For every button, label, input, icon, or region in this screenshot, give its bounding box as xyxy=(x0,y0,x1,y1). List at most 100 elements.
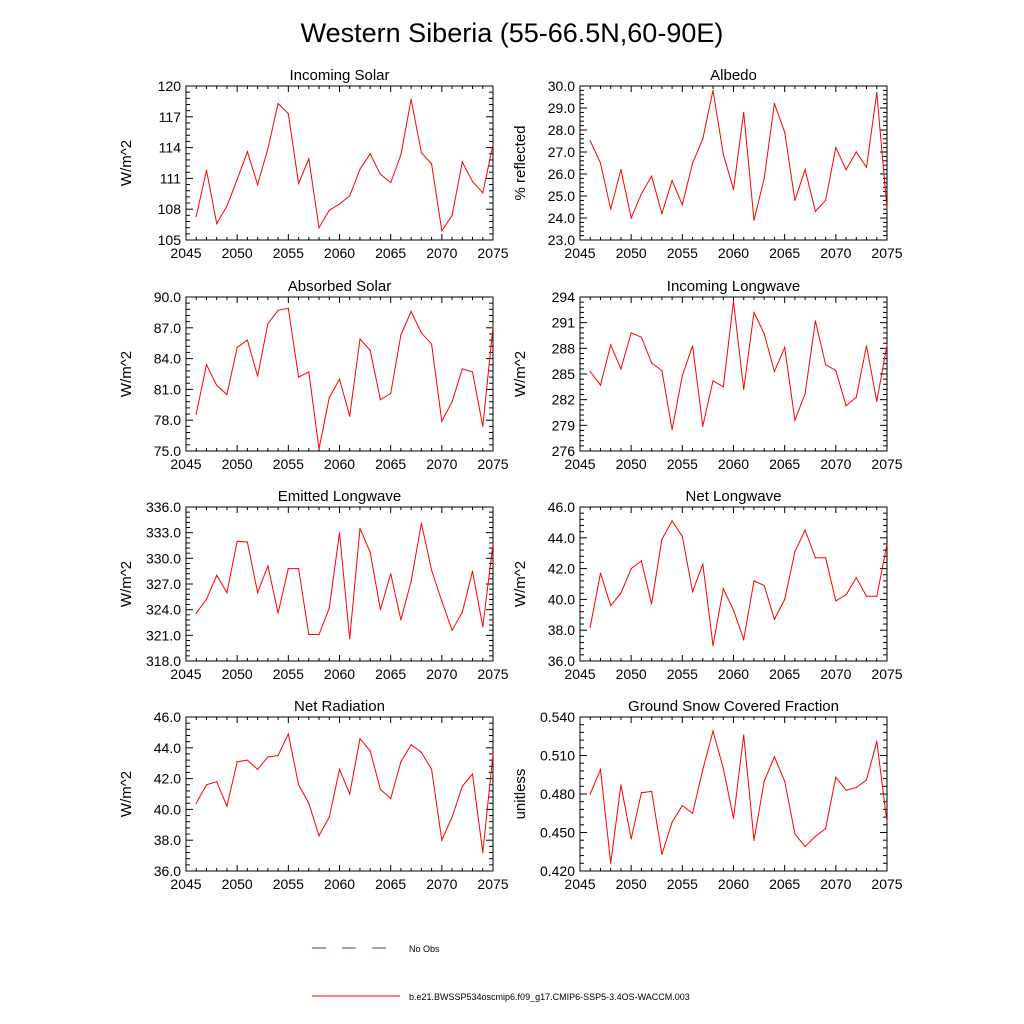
data-point xyxy=(825,364,827,366)
data-point xyxy=(763,780,765,782)
data-point xyxy=(451,401,453,403)
data-point xyxy=(379,173,381,175)
data-point xyxy=(216,223,218,225)
data-point xyxy=(702,425,704,427)
data-point xyxy=(784,131,786,133)
data-point xyxy=(835,370,837,372)
data-point xyxy=(195,215,197,217)
data-point xyxy=(451,629,453,631)
y-tick-label: 24.0 xyxy=(548,210,575,226)
panel-emitted-longwave: Emitted Longwave W/m^2 2045 2050 2055 2060 206… xyxy=(118,488,509,682)
data-point xyxy=(359,738,361,740)
data-point xyxy=(349,195,351,197)
data-point xyxy=(814,320,817,322)
x-tick-label: 2075 xyxy=(871,876,902,892)
data-point xyxy=(420,152,422,154)
data-point xyxy=(492,753,494,755)
y-tick-label: 117 xyxy=(159,109,182,125)
data-point xyxy=(267,148,269,150)
data-point xyxy=(318,448,320,450)
x-tick-label: 2050 xyxy=(222,876,253,892)
data-point xyxy=(369,750,371,752)
data-point xyxy=(482,192,484,194)
y-tick-label: 321.0 xyxy=(146,627,181,643)
x-tick-label: 2050 xyxy=(616,666,647,682)
data-point xyxy=(246,151,248,153)
x-tick-label: 2055 xyxy=(667,666,698,682)
data-point xyxy=(287,733,289,735)
data-point xyxy=(681,375,683,377)
data-point xyxy=(492,543,494,545)
data-point xyxy=(886,821,888,823)
data-point xyxy=(236,761,238,763)
data-point xyxy=(640,336,643,338)
data-point xyxy=(318,835,320,837)
x-tick-label: 2065 xyxy=(769,666,800,682)
y-tick-label: 108 xyxy=(158,201,182,217)
data-point xyxy=(482,626,484,628)
data-point xyxy=(431,163,433,165)
panel-title: Net Longwave xyxy=(686,488,782,505)
panel-title: Net Radiation xyxy=(294,698,385,715)
panel-title: Ground Snow Covered Fraction xyxy=(628,698,839,715)
data-point xyxy=(277,612,279,614)
panel-title: Albedo xyxy=(710,67,757,84)
data-point xyxy=(216,781,218,783)
data-point xyxy=(379,609,381,611)
data-point xyxy=(835,600,837,602)
y-tick-label: 40.0 xyxy=(548,591,575,607)
plot-frame xyxy=(579,85,888,241)
y-tick-label: 36.0 xyxy=(548,653,575,669)
data-point xyxy=(257,592,259,594)
plot-frame xyxy=(185,296,494,452)
y-tick-label: 114 xyxy=(159,140,182,156)
data-point xyxy=(287,568,289,570)
y-tick-label: 78.0 xyxy=(154,412,181,428)
data-point xyxy=(692,812,694,814)
data-point xyxy=(205,169,208,171)
data-point xyxy=(732,817,735,820)
data-point xyxy=(400,761,402,763)
data-point xyxy=(732,609,735,611)
y-tick-label: 28.0 xyxy=(548,122,575,138)
data-point xyxy=(661,213,663,215)
y-tick-label: 30.0 xyxy=(548,78,575,94)
y-tick-label: 75.0 xyxy=(154,443,181,459)
x-tick-label: 2065 xyxy=(769,876,800,892)
y-tick-label: 25.0 xyxy=(548,188,575,204)
data-point xyxy=(328,397,330,399)
y-tick-label: 276 xyxy=(552,443,576,459)
x-tick-label: 2055 xyxy=(667,876,698,892)
y-tick-label: 23.0 xyxy=(548,232,575,248)
data-point xyxy=(267,565,269,567)
data-point xyxy=(712,645,714,647)
data-point xyxy=(610,605,612,607)
data-point xyxy=(825,557,827,559)
y-tick-label: 0.450 xyxy=(540,825,575,841)
series-line-net-radiation xyxy=(195,732,494,853)
data-point xyxy=(651,175,653,177)
x-tick-label: 2065 xyxy=(375,245,406,261)
data-point xyxy=(441,839,443,841)
y-tick-label: 111 xyxy=(160,170,181,186)
data-point xyxy=(876,92,878,94)
data-point xyxy=(825,828,827,830)
data-point xyxy=(599,572,602,574)
data-point xyxy=(671,821,673,823)
data-point xyxy=(441,230,443,232)
data-point xyxy=(886,543,888,545)
x-tick-label: 2060 xyxy=(324,666,355,682)
y-tick-label: 81.0 xyxy=(154,381,181,397)
plot-frame xyxy=(185,85,494,241)
x-tick-label: 2060 xyxy=(324,245,355,261)
data-point xyxy=(651,790,653,793)
legend: No Obs b.e21.BWSSP534oscmip6.f09_g17.CMI… xyxy=(312,944,690,1002)
data-point xyxy=(216,574,218,577)
data-point xyxy=(369,153,371,155)
data-point xyxy=(845,169,847,171)
data-point xyxy=(886,208,888,210)
y-tick-label: 26.0 xyxy=(548,166,575,182)
x-tick-label: 2065 xyxy=(769,245,800,261)
y-tick-label: 42.0 xyxy=(154,771,181,787)
data-point xyxy=(681,535,683,537)
